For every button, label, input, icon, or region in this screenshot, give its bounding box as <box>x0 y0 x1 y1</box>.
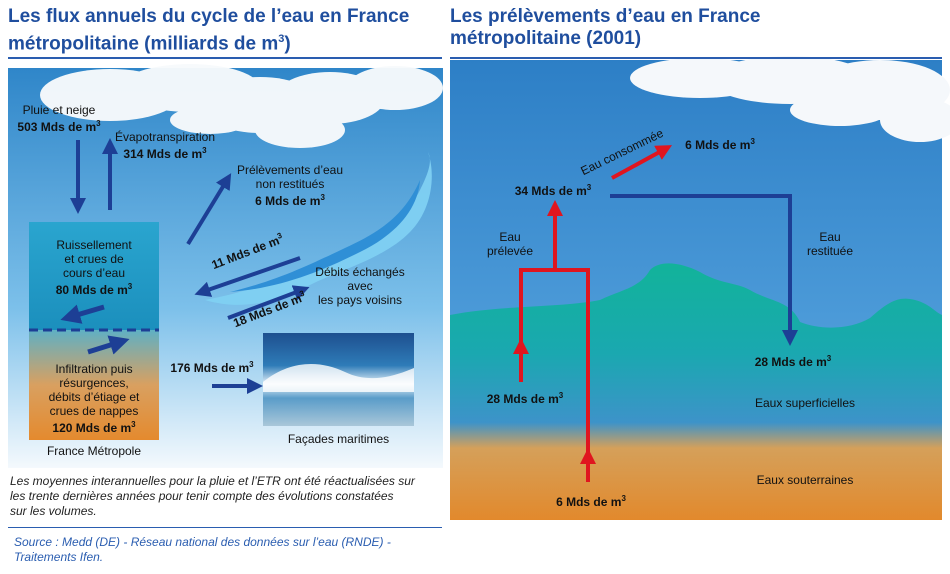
total-withdrawn-value: 34 Mds de m3 <box>514 183 592 198</box>
right-cloud <box>630 56 950 142</box>
left-cloud <box>40 64 443 148</box>
sea-label: Façades maritimes <box>287 432 390 446</box>
right-water-body <box>450 263 942 520</box>
surface-in-value: 28 Mds de m3 <box>486 391 564 406</box>
exchange-in-arrow <box>227 285 310 320</box>
infiltration-label: Infiltration puis résurgences, débits d’… <box>48 362 140 435</box>
etp-label: Évapotranspiration 314 Mds de m3 <box>114 130 216 161</box>
source-note: Source : Medd (DE) - Réseau national des… <box>14 535 391 564</box>
withdrawal-label: Prélèvements d’eau non restitués 6 Mds d… <box>236 163 344 208</box>
footnote: Les moyennes interannuelles pour la plui… <box>10 474 415 518</box>
right-title: Les prélèvements d’eau en France métropo… <box>450 6 761 49</box>
withdrawal-arrow <box>186 173 232 246</box>
consumed-value: 6 Mds de m3 <box>685 137 755 152</box>
river-ribbon <box>205 152 432 305</box>
ground-in-value: 6 Mds de m3 <box>556 494 626 509</box>
returned-label: Eau restituée <box>806 230 854 258</box>
runoff-label: Ruissellement et crues de cours d’eau 80… <box>55 238 133 297</box>
surface-out-value: 28 Mds de m3 <box>754 354 832 369</box>
withdrawn-label: Eau prélevée <box>486 230 534 258</box>
sea-value-label: 176 Mds de m3 <box>170 360 254 375</box>
right-title-rule <box>450 57 942 59</box>
source-rule <box>8 527 442 528</box>
river-ribbon-inner <box>230 180 420 292</box>
inner-arrow-down <box>60 304 105 324</box>
consumed-arrow <box>611 145 673 180</box>
surface-water-label: Eaux superficielles <box>754 396 856 410</box>
left-title-rule <box>8 57 442 59</box>
groundwater-label: Eaux souterraines <box>756 473 854 487</box>
rain-label: Pluie et neige 503 Mds de m3 <box>17 103 101 134</box>
return-path <box>610 194 792 328</box>
sea-wave <box>263 363 414 392</box>
france-label: France Métropole <box>46 444 142 458</box>
left-title: Les flux annuels du cycle de l’eau en Fr… <box>8 6 410 55</box>
exchange-out-arrow <box>194 256 301 297</box>
exchange-label: Débits échangés avec les pays voisins <box>315 265 405 307</box>
inner-arrow-up <box>87 335 130 355</box>
